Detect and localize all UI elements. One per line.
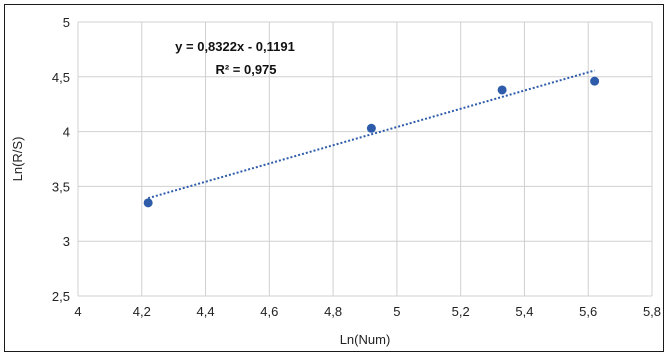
x-tick-label: 4,2: [133, 304, 151, 319]
y-tick-label: 4: [63, 125, 70, 140]
x-tick-label: 4,4: [197, 304, 215, 319]
x-tick-label: 5,8: [643, 304, 661, 319]
data-point: [366, 123, 376, 133]
chart-grid: [77, 21, 653, 297]
x-tick-labels: 4 4,2 4,4 4,6 4,8 5 5,2 5,4 5,6 5,8: [74, 304, 661, 319]
r-squared-label: R² = 0,975: [215, 62, 276, 77]
trendline-equation: y = 0,8322x - 0,1191: [175, 39, 295, 54]
trendline: [147, 69, 595, 200]
y-tick-label: 4,5: [52, 70, 70, 85]
x-tick-label: 4,8: [324, 304, 342, 319]
data-point: [143, 198, 153, 208]
y-axis-title: Ln(R/S): [10, 137, 25, 182]
data-points: [143, 76, 600, 208]
y-tick-labels: 2,5 3 3,5 4 4,5 5: [52, 15, 70, 304]
x-axis-title: Ln(Num): [340, 332, 391, 347]
chart-frame: [4, 4, 664, 352]
x-tick-label: 5,4: [515, 304, 533, 319]
y-tick-label: 3,5: [52, 179, 70, 194]
x-tick-label: 4: [74, 304, 81, 319]
x-tick-label: 5: [393, 304, 400, 319]
x-tick-label: 5,6: [579, 304, 597, 319]
y-tick-label: 3: [63, 234, 70, 249]
x-tick-label: 4,6: [260, 304, 278, 319]
y-tick-label: 2,5: [52, 289, 70, 304]
data-point: [497, 85, 507, 95]
y-tick-label: 5: [63, 15, 70, 30]
data-point: [590, 76, 600, 86]
x-tick-label: 5,2: [452, 304, 470, 319]
